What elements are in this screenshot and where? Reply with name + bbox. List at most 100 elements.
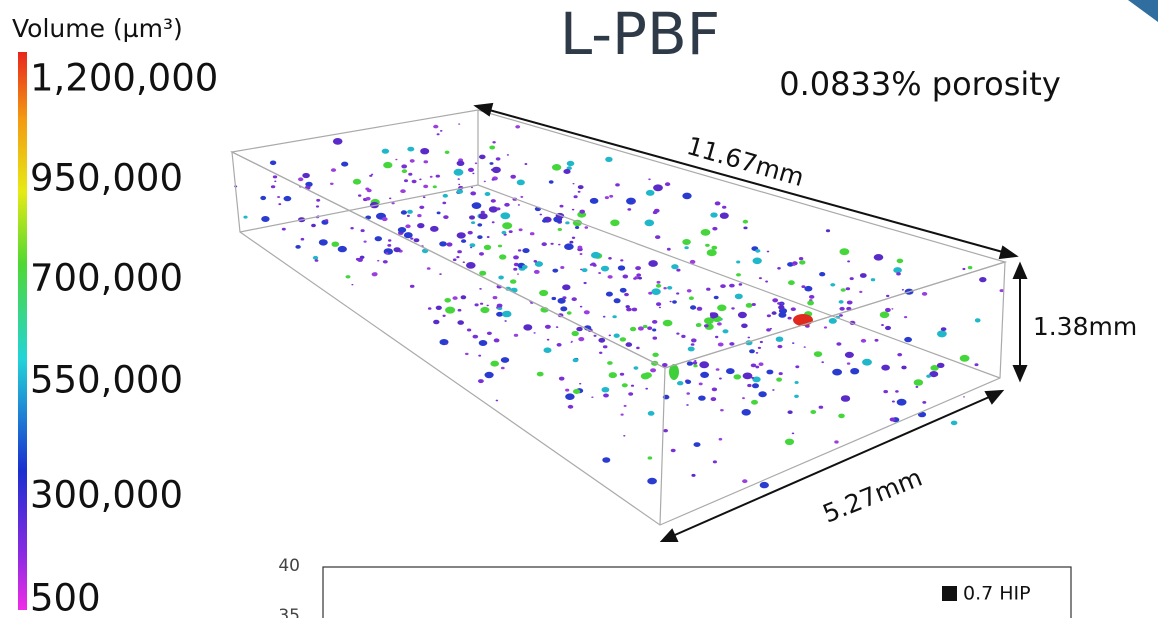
pore — [633, 277, 636, 279]
pore — [752, 303, 756, 306]
pore — [579, 383, 581, 385]
pore — [723, 329, 729, 333]
pore — [408, 173, 412, 176]
pore — [846, 287, 850, 290]
pore — [609, 335, 611, 337]
pore — [760, 341, 763, 343]
pore — [726, 368, 735, 374]
pore — [319, 239, 328, 245]
pore — [579, 210, 585, 214]
pore — [896, 272, 901, 275]
pore — [479, 155, 486, 160]
pore — [549, 180, 554, 183]
pore — [575, 226, 579, 229]
pore — [562, 284, 570, 290]
pore — [533, 332, 535, 334]
pore — [799, 260, 805, 264]
pore — [648, 292, 652, 295]
pore — [743, 227, 747, 230]
colorbar — [18, 52, 27, 610]
pore — [647, 478, 657, 485]
pore — [576, 327, 582, 331]
pore — [456, 256, 459, 258]
pore — [652, 329, 656, 332]
pore — [834, 440, 838, 443]
pore — [567, 161, 575, 166]
pore — [648, 411, 655, 416]
pore — [641, 373, 650, 379]
pore — [513, 268, 517, 271]
pore — [428, 307, 432, 310]
pore — [457, 161, 465, 166]
pore — [701, 229, 711, 236]
pore — [387, 244, 391, 247]
pore — [751, 377, 754, 379]
pore — [645, 220, 655, 227]
legend-label: 0.7 HIP — [963, 583, 1031, 605]
pore — [776, 378, 782, 382]
pore — [687, 289, 692, 292]
pore — [504, 320, 506, 322]
pore — [681, 335, 685, 338]
pore — [975, 363, 979, 366]
pore — [398, 227, 406, 233]
pore — [471, 221, 475, 224]
pore — [736, 273, 741, 276]
pore — [573, 183, 575, 184]
pore — [458, 184, 460, 185]
pore — [394, 247, 401, 252]
pore — [766, 328, 771, 331]
pore — [809, 295, 814, 299]
pore — [472, 202, 482, 209]
pore — [627, 208, 631, 211]
pore — [824, 326, 827, 328]
pore — [635, 266, 641, 270]
pore — [779, 372, 783, 375]
pore — [736, 261, 740, 264]
pore — [759, 362, 764, 366]
pore — [885, 308, 891, 312]
pore — [574, 195, 578, 198]
pore — [402, 169, 407, 173]
pore — [465, 353, 469, 355]
pore — [260, 196, 266, 200]
pore — [739, 283, 743, 286]
pore — [552, 164, 561, 171]
pore — [427, 267, 431, 270]
pore — [552, 269, 558, 273]
pore — [502, 222, 512, 229]
pore — [404, 232, 413, 238]
pore — [537, 372, 544, 377]
pore — [578, 246, 583, 249]
pore — [626, 198, 636, 205]
pore — [407, 210, 413, 214]
pore — [893, 267, 902, 273]
pore — [714, 296, 719, 299]
pore — [419, 179, 421, 181]
pore — [892, 401, 895, 403]
pore — [469, 215, 475, 219]
pore — [778, 312, 786, 318]
pore — [829, 318, 837, 324]
pore — [663, 320, 673, 327]
pore — [901, 366, 906, 370]
pore — [377, 260, 379, 262]
pore — [624, 405, 627, 407]
pore — [542, 219, 547, 223]
pore — [615, 183, 620, 186]
pore — [793, 264, 796, 266]
specimen-box — [232, 110, 1005, 525]
pore — [479, 288, 482, 290]
pore — [691, 474, 695, 477]
pore — [772, 298, 778, 302]
pore — [598, 338, 605, 343]
pore — [646, 190, 655, 196]
pore — [712, 227, 717, 231]
pore — [457, 250, 462, 253]
pore — [453, 258, 457, 261]
pore — [353, 179, 361, 185]
pore — [747, 384, 751, 387]
pore — [461, 239, 466, 243]
colorbar-tick-label: 550,000 — [30, 359, 183, 402]
pore — [653, 211, 658, 214]
